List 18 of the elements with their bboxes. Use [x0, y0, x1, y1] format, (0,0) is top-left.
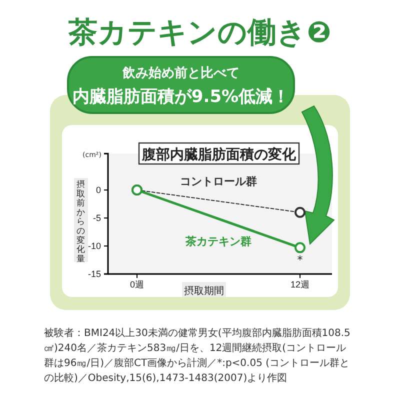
annotation: *: [297, 254, 304, 267]
y-tick-label: -10: [88, 240, 101, 251]
y-tick-label: -5: [92, 212, 101, 223]
text: 被験者：BMI24以上30未満の健常男女(平均腹部内臓脂肪面積108.5㎠)240名／茶カテキン583㎎/日を、12週間継続摂取(コントロール群は96㎎/日)／腹部CT画像から計測／*:p<0.05 (コントロール群との比較)／Obesity,15(6),1473-1483(2007)より作図: [44, 326, 352, 386]
chart-title: 茶カテキンの働き❷: [68, 15, 332, 49]
y-tick-label: -15: [88, 268, 101, 279]
text: 内臓脂肪面積が9.5%低減！: [72, 87, 290, 107]
point: [294, 242, 306, 254]
x-axis-title: 摂取期間: [184, 285, 224, 297]
x-tick-label: 0週: [130, 279, 144, 290]
text: 摂取前からの変化量: [76, 180, 86, 264]
x-tick-label: 12週: [290, 279, 310, 290]
y-tick-label: 0: [96, 184, 101, 195]
chart-subtitle: 飲み始め前と比べて: [122, 66, 240, 81]
series-label: 茶カテキン群: [184, 234, 252, 248]
annotation: 腹部内臓脂肪面積の変化: [141, 146, 297, 163]
series-label: コントロール群: [180, 175, 257, 188]
point: [294, 206, 306, 218]
